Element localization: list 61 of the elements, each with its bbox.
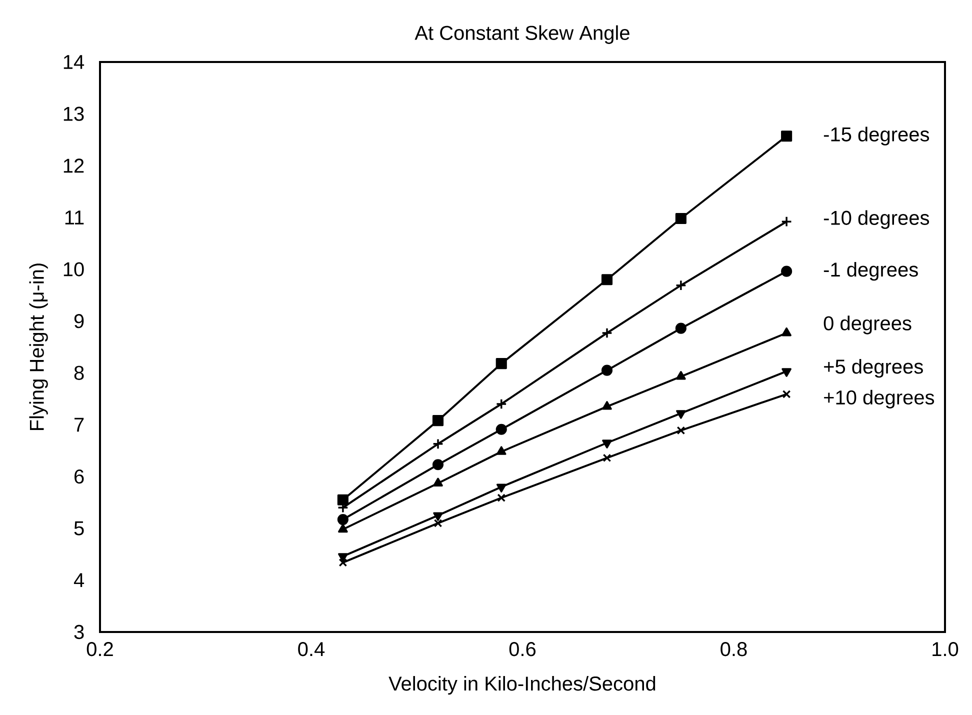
point bbox=[496, 424, 507, 435]
point bbox=[338, 524, 348, 533]
point bbox=[781, 266, 792, 277]
point bbox=[602, 454, 612, 462]
point bbox=[675, 322, 686, 334]
y-tick-label: 3 bbox=[74, 624, 84, 640]
point bbox=[676, 410, 686, 419]
point bbox=[432, 438, 444, 450]
point bbox=[337, 514, 348, 526]
x-axis-title: Velocity in Kilo-Inches/Second bbox=[388, 676, 656, 695]
x-tick-label: 0.2 bbox=[86, 642, 113, 656]
point bbox=[496, 398, 507, 410]
series-label: -10 degrees bbox=[824, 210, 930, 229]
x-tick-label: 1.0 bbox=[932, 642, 958, 656]
point bbox=[602, 401, 612, 410]
y-tick-label: 8 bbox=[74, 366, 84, 380]
point bbox=[338, 558, 348, 567]
point bbox=[433, 512, 443, 521]
point bbox=[433, 478, 443, 486]
point bbox=[432, 415, 444, 426]
y-tick-label: 10 bbox=[64, 262, 84, 276]
series-label: +10 degrees bbox=[824, 390, 934, 408]
point bbox=[497, 494, 506, 502]
point bbox=[782, 327, 792, 336]
y-tick-label: 12 bbox=[64, 158, 84, 173]
y-tick-label: 6 bbox=[74, 469, 84, 484]
point bbox=[675, 280, 686, 291]
point bbox=[496, 446, 506, 455]
point bbox=[676, 426, 686, 435]
point bbox=[601, 327, 613, 339]
point bbox=[337, 494, 348, 506]
series-label: -15 degrees bbox=[824, 126, 930, 146]
point bbox=[434, 519, 442, 528]
point bbox=[602, 440, 612, 448]
point bbox=[338, 553, 348, 562]
y-tick-label: 13 bbox=[64, 106, 84, 121]
x-tick-label: 0.4 bbox=[298, 642, 325, 656]
point bbox=[496, 358, 507, 370]
point bbox=[781, 216, 792, 228]
series-label: 0 degrees bbox=[824, 316, 912, 334]
y-tick-label: 14 bbox=[64, 55, 84, 69]
point bbox=[675, 212, 686, 224]
y-tick-label: 11 bbox=[65, 210, 84, 224]
point bbox=[496, 484, 506, 492]
point bbox=[432, 459, 444, 470]
y-axis-title: Flying Height (μ-in) bbox=[29, 264, 48, 430]
point bbox=[601, 364, 613, 376]
y-tick-label: 9 bbox=[74, 314, 84, 328]
y-tick-label: 7 bbox=[74, 418, 84, 432]
chart-title: At Constant Skew Angle bbox=[414, 25, 630, 44]
y-tick-label: 5 bbox=[74, 521, 84, 536]
point bbox=[781, 130, 792, 142]
y-tick-label: 4 bbox=[74, 573, 84, 588]
series-label: -1 degrees bbox=[824, 262, 918, 281]
point bbox=[601, 274, 613, 286]
point bbox=[782, 368, 792, 377]
x-tick-label: 0.8 bbox=[720, 642, 747, 656]
point bbox=[676, 370, 686, 380]
point bbox=[782, 390, 791, 398]
series-label: +5 degrees bbox=[824, 359, 923, 378]
x-tick-label: 0.6 bbox=[509, 642, 536, 656]
